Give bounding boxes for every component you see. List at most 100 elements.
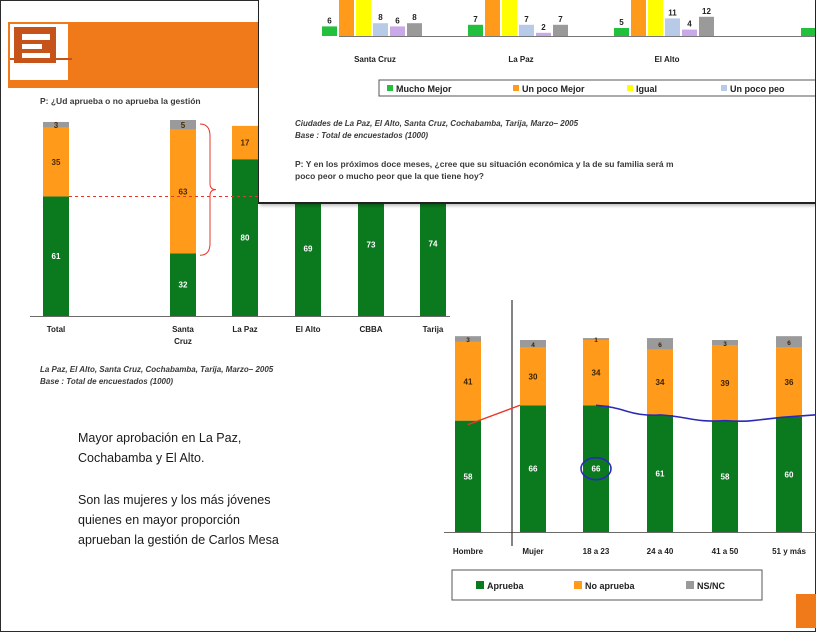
bar-aprueba bbox=[520, 405, 546, 532]
logo-mark-icon bbox=[14, 27, 56, 63]
bar-series-0 bbox=[468, 24, 483, 36]
approval-by-sex-age-chart: 58 41 3 Hombre 66 30 4 Mujer 66 34 1 18 a 23 61 34 6 24… bbox=[444, 300, 816, 601]
overlay-question: P: Y en los próximos doce meses, ¿cree q… bbox=[295, 158, 674, 182]
x-tick-label: La Paz bbox=[508, 55, 533, 64]
data-label: 5 bbox=[619, 18, 624, 27]
legend-swatch-nsnc bbox=[686, 581, 694, 589]
data-label: 7 bbox=[524, 15, 529, 24]
data-label-nsnc: 1 bbox=[594, 337, 598, 344]
data-label-aprueba: 73 bbox=[367, 240, 376, 249]
data-label-nsnc: 6 bbox=[658, 342, 662, 349]
data-label-no-aprueba: 35 bbox=[52, 158, 61, 167]
bar-aprueba bbox=[583, 405, 609, 532]
bar-series-3 bbox=[373, 23, 388, 36]
bar-aprueba bbox=[170, 253, 196, 316]
legend-swatch-aprueba bbox=[476, 581, 484, 589]
legend-swatch bbox=[387, 85, 393, 91]
data-label-aprueba: 66 bbox=[592, 465, 601, 474]
data-label-aprueba: 58 bbox=[464, 472, 473, 481]
legend-swatch bbox=[513, 85, 519, 91]
question-approval: P: ¿Ud aprueba o no aprueba la gestión bbox=[40, 96, 201, 106]
bar-cropped bbox=[801, 28, 815, 36]
data-label: 7 bbox=[473, 15, 478, 24]
bar-series-4 bbox=[536, 32, 551, 36]
bar-no-aprueba bbox=[520, 347, 546, 406]
x-tick-label: 18 a 23 bbox=[583, 547, 610, 556]
bar-series-4 bbox=[682, 29, 697, 36]
bar-no-aprueba bbox=[647, 349, 673, 415]
bullet-1-line-1: Mayor aprobación en La Paz, bbox=[78, 431, 242, 445]
data-label-aprueba: 80 bbox=[241, 234, 250, 243]
legend-box bbox=[378, 79, 815, 97]
overlay-source-line-2: Base : Total de encuestados (1000) bbox=[295, 131, 429, 140]
data-label: 6 bbox=[395, 16, 400, 25]
data-label-no-aprueba: 34 bbox=[656, 378, 665, 387]
bar-no-aprueba bbox=[583, 340, 609, 406]
bullet-1: Mayor aprobación en La Paz, Cochabamba y… bbox=[78, 428, 241, 468]
overlay-source: Ciudades de La Paz, El Alto, Santa Cruz,… bbox=[295, 118, 578, 142]
bar-series-2 bbox=[502, 0, 517, 36]
bar-nsnc bbox=[712, 340, 738, 346]
data-label-no-aprueba: 30 bbox=[529, 372, 538, 381]
legend-label-no-aprueba: No aprueba bbox=[585, 581, 636, 591]
data-label-aprueba: 69 bbox=[304, 244, 313, 253]
trend-line-sex bbox=[467, 404, 521, 426]
legend-label-nsnc: NS/NC bbox=[697, 581, 726, 591]
bar-nsnc bbox=[776, 336, 802, 348]
bar-no-aprueba bbox=[455, 341, 481, 421]
data-label-aprueba: 32 bbox=[179, 281, 188, 290]
bar-aprueba bbox=[776, 416, 802, 532]
bar-series-1 bbox=[631, 0, 646, 36]
bar-series-5 bbox=[699, 16, 714, 36]
bar-series-2 bbox=[648, 0, 663, 36]
data-label-aprueba: 61 bbox=[52, 252, 61, 261]
brace-annotation bbox=[199, 123, 217, 256]
x-tick-label: La Paz bbox=[232, 325, 257, 334]
data-label: 11 bbox=[668, 8, 677, 17]
data-label-aprueba: 58 bbox=[721, 472, 730, 481]
bar-aprueba bbox=[455, 420, 481, 532]
data-label-aprueba: 61 bbox=[656, 469, 665, 478]
bar-series-3 bbox=[665, 18, 680, 36]
bar-aprueba bbox=[647, 414, 673, 532]
bar-no-aprueba bbox=[232, 125, 258, 160]
bar-nsnc bbox=[170, 120, 196, 130]
x-tick-label: 51 y más bbox=[772, 547, 806, 556]
data-label-nsnc: 5 bbox=[181, 121, 186, 130]
bar-nsnc bbox=[43, 121, 69, 128]
data-label-no-aprueba: 63 bbox=[179, 188, 188, 197]
legend-swatch bbox=[627, 85, 633, 91]
bar-series-5 bbox=[553, 24, 568, 36]
logo-divider bbox=[10, 58, 72, 60]
legend-label: Un poco peo bbox=[730, 84, 785, 94]
x-tick-label: El Alto bbox=[295, 325, 320, 334]
x-tick-label: Hombre bbox=[453, 547, 484, 556]
legend-label: Un poco Mejor bbox=[522, 84, 585, 94]
bullet-2-line-3: aprueban la gestión de Carlos Mesa bbox=[78, 533, 279, 547]
legend-swatch bbox=[721, 85, 727, 91]
bar-nsnc bbox=[520, 340, 546, 348]
bar-no-aprueba bbox=[43, 127, 69, 197]
left-source: La Paz, El Alto, Santa Cruz, Cochabamba,… bbox=[40, 364, 273, 388]
bar-series-1 bbox=[339, 0, 354, 36]
bar-aprueba bbox=[232, 159, 258, 316]
data-label-no-aprueba: 39 bbox=[721, 379, 730, 388]
overlay-source-line-1: Ciudades de La Paz, El Alto, Santa Cruz,… bbox=[295, 119, 579, 128]
data-label-aprueba: 74 bbox=[429, 239, 438, 248]
overlay-slide: 6 8 6 8 Santa Cruz 7 7 2 7 La Paz 5 11 4 12 El Alto Muc… bbox=[258, 0, 815, 204]
legend-box bbox=[451, 569, 763, 601]
data-label: 6 bbox=[327, 16, 332, 25]
bar-no-aprueba bbox=[776, 347, 802, 417]
data-label-nsnc: 3 bbox=[723, 341, 727, 348]
data-label: 4 bbox=[687, 20, 692, 29]
x-tick-label: 24 a 40 bbox=[647, 547, 674, 556]
x-tick-label: 41 a 50 bbox=[712, 547, 739, 556]
x-tick-label: El Alto bbox=[654, 55, 679, 64]
data-label: 8 bbox=[412, 13, 417, 22]
bar-nsnc bbox=[583, 338, 609, 340]
bar-series-2 bbox=[356, 0, 371, 36]
bar-series-4 bbox=[390, 26, 405, 36]
data-label-nsnc: 3 bbox=[466, 337, 470, 344]
bar-no-aprueba bbox=[712, 345, 738, 421]
bullet-2: Son las mujeres y los más jóvenes quiene… bbox=[78, 490, 279, 550]
